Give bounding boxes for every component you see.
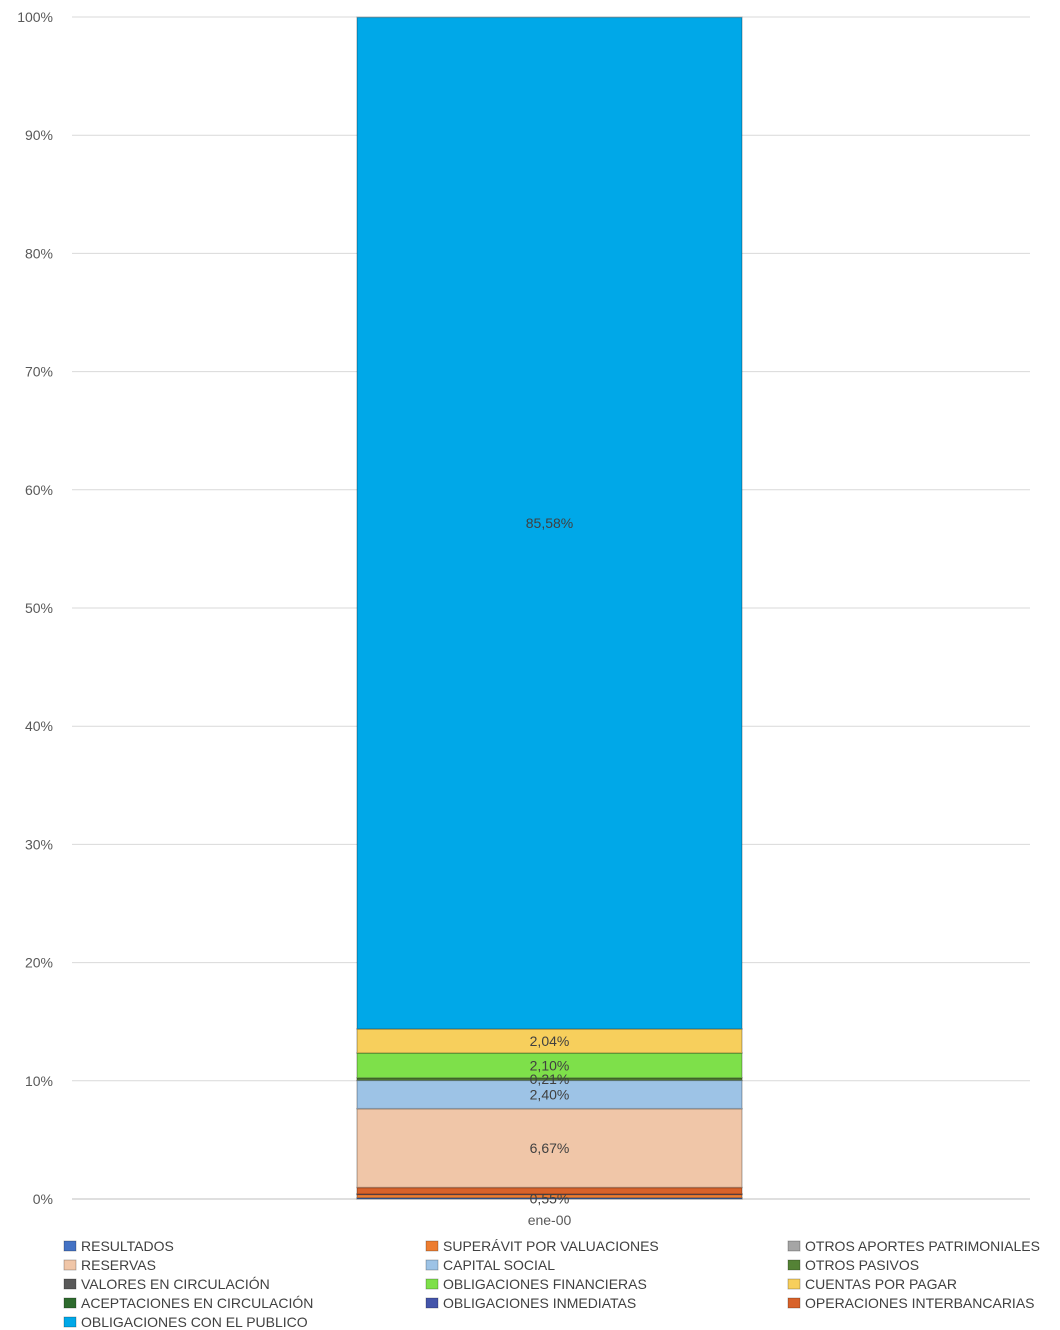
data-label: 85,58% xyxy=(526,515,573,531)
legend-label: OBLIGACIONES CON EL PUBLICO xyxy=(81,1314,308,1330)
legend-swatch xyxy=(425,1240,439,1252)
legend-item: CAPITAL SOCIAL xyxy=(425,1257,555,1273)
legend-label: SUPERÁVIT POR VALUACIONES xyxy=(443,1238,659,1254)
y-tick-label: 30% xyxy=(25,836,53,852)
legend-swatch xyxy=(425,1259,439,1271)
legend-item: OBLIGACIONES INMEDIATAS xyxy=(425,1295,636,1311)
legend-swatch xyxy=(787,1297,801,1309)
y-tick-label: 70% xyxy=(25,364,53,380)
legend-item: SUPERÁVIT POR VALUACIONES xyxy=(425,1238,659,1254)
legend-label: RESULTADOS xyxy=(81,1238,174,1254)
y-tick-label: 100% xyxy=(17,9,53,25)
legend-item: VALORES EN CIRCULACIÓN xyxy=(63,1276,270,1292)
x-tick-label: ene-00 xyxy=(528,1212,572,1228)
legend: RESULTADOS SUPERÁVIT POR VALUACIONES OTROS… xyxy=(63,1238,1040,1330)
legend-label: OTROS APORTES PATRIMONIALES xyxy=(805,1238,1040,1254)
y-tick-label: 40% xyxy=(25,718,53,734)
legend-label: RESERVAS xyxy=(81,1257,156,1273)
legend-swatch xyxy=(63,1278,77,1290)
bar-segment-obligaciones-inmediatas xyxy=(356,1193,743,1196)
legend-item: OTROS PASIVOS xyxy=(787,1257,919,1273)
bar-segment-capital-social xyxy=(356,1079,743,1110)
legend-item: RESERVAS xyxy=(63,1257,156,1273)
legend-item: OBLIGACIONES FINANCIERAS xyxy=(425,1276,647,1292)
bar-segment-reservas xyxy=(356,1107,743,1189)
legend-item: OTROS APORTES PATRIMONIALES xyxy=(787,1238,1040,1254)
legend-label: ACEPTACIONES EN CIRCULACIÓN xyxy=(81,1295,313,1311)
y-tick-label: 90% xyxy=(25,127,53,143)
legend-label: CUENTAS POR PAGAR xyxy=(805,1276,957,1292)
legend-swatch xyxy=(787,1278,801,1290)
legend-item: OBLIGACIONES CON EL PUBLICO xyxy=(63,1314,308,1330)
y-axis: 0% 10% 20% 30% 40% 50% 60% 70% 80% 90% 100% xyxy=(17,9,53,1207)
y-tick-label: 80% xyxy=(25,245,53,261)
legend-label: OPERACIONES INTERBANCARIAS xyxy=(805,1295,1035,1311)
legend-swatch xyxy=(787,1240,801,1252)
legend-swatch xyxy=(63,1259,77,1271)
x-axis: ene-00 xyxy=(528,1212,572,1228)
data-label: 2,04% xyxy=(530,1033,570,1049)
legend-swatch xyxy=(425,1278,439,1290)
legend-swatch xyxy=(425,1297,439,1309)
y-tick-label: 50% xyxy=(25,600,53,616)
legend-swatch xyxy=(63,1240,77,1252)
legend-item: RESULTADOS xyxy=(63,1238,174,1254)
legend-item: CUENTAS POR PAGAR xyxy=(787,1276,957,1292)
bar-segment-obligaciones-con-el-publico xyxy=(356,16,743,1030)
legend-label: VALORES EN CIRCULACIÓN xyxy=(81,1276,270,1292)
legend-swatch xyxy=(63,1297,77,1309)
y-tick-label: 0% xyxy=(33,1191,53,1207)
legend-item: OPERACIONES INTERBANCARIAS xyxy=(787,1295,1035,1311)
data-labels: 0,55% 6,67% 2,40%0,21%2,10% 2,04% 85,58% xyxy=(526,515,573,1206)
bar-segment-obligaciones-financieras xyxy=(356,1052,743,1079)
legend-swatch xyxy=(63,1316,77,1328)
legend-label: OBLIGACIONES FINANCIERAS xyxy=(443,1276,647,1292)
data-label: 0,55% xyxy=(530,1190,570,1206)
legend-swatch xyxy=(787,1259,801,1271)
data-label: 0,21% xyxy=(530,1071,570,1087)
legend-item: ACEPTACIONES EN CIRCULACIÓN xyxy=(63,1295,313,1311)
legend-label: OBLIGACIONES INMEDIATAS xyxy=(443,1295,636,1311)
data-label: 2,40% xyxy=(530,1087,570,1103)
y-tick-label: 60% xyxy=(25,482,53,498)
y-tick-label: 10% xyxy=(25,1073,53,1089)
legend-label: CAPITAL SOCIAL xyxy=(443,1257,555,1273)
data-label: 6,67% xyxy=(530,1140,570,1156)
bar-segment-cuentas-por-pagar xyxy=(356,1028,743,1054)
y-tick-label: 20% xyxy=(25,955,53,971)
bar-stack xyxy=(356,16,743,1200)
legend-label: OTROS PASIVOS xyxy=(805,1257,919,1273)
data-label: 2,10% xyxy=(530,1057,570,1073)
